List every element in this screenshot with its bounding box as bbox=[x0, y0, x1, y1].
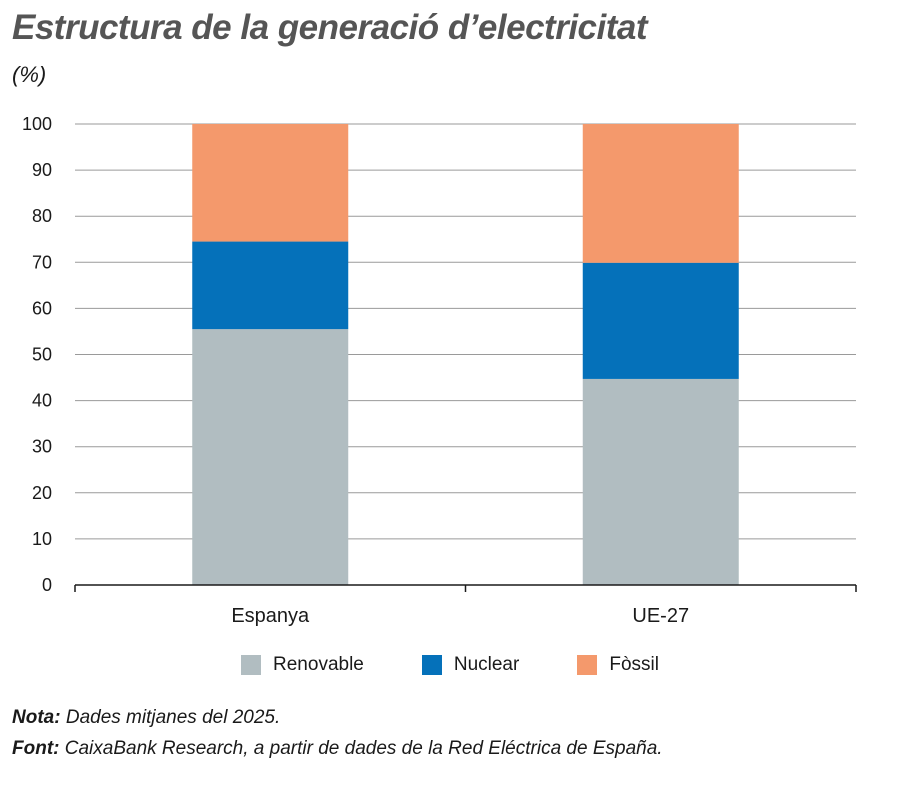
legend-item-renovable: Renovable bbox=[241, 654, 364, 676]
source-label: Font: bbox=[12, 738, 60, 759]
category-labels: Espanya UE-27 bbox=[231, 605, 689, 627]
stacked-bar-chart: 0 10 20 30 40 50 60 70 80 90 100 Espanya UE-27 bbox=[22, 114, 857, 627]
y-tick-label: 60 bbox=[32, 298, 52, 318]
legend-swatch-renovable bbox=[241, 655, 262, 675]
y-tick-label: 100 bbox=[22, 114, 52, 134]
note-line: Nota: Dades mitjanes del 2025. bbox=[12, 707, 280, 729]
bar-renovable-1 bbox=[582, 378, 739, 585]
bars bbox=[192, 124, 739, 585]
y-tick-label: 70 bbox=[32, 252, 52, 272]
bar-nuclear-0 bbox=[192, 241, 349, 330]
x-category-label: Espanya bbox=[231, 605, 310, 627]
source-line: Font: CaixaBank Research, a partir de da… bbox=[12, 738, 663, 760]
legend-swatch-nuclear bbox=[421, 655, 442, 675]
y-tick-label: 30 bbox=[32, 437, 52, 457]
legend-item-nuclear: Nuclear bbox=[421, 654, 520, 676]
x-category-label: UE-27 bbox=[632, 605, 689, 627]
legend-label-renovable: Renovable bbox=[273, 654, 364, 675]
note-label: Nota: bbox=[12, 707, 61, 728]
legend-label-nuclear: Nuclear bbox=[453, 654, 520, 675]
y-tick-label: 80 bbox=[32, 206, 52, 226]
y-tick-label: 10 bbox=[32, 529, 52, 549]
x-axis bbox=[74, 584, 857, 592]
bar-fssil-1 bbox=[582, 124, 739, 263]
unit-label: (%) bbox=[12, 62, 47, 87]
legend-label-fossil: Fòssil bbox=[609, 654, 659, 675]
y-tick-label: 90 bbox=[32, 160, 52, 180]
gridlines bbox=[75, 123, 856, 540]
note-text: Dades mitjanes del 2025. bbox=[60, 707, 281, 728]
y-tick-label: 0 bbox=[42, 575, 52, 595]
y-axis-ticks: 0 10 20 30 40 50 60 70 80 90 100 bbox=[22, 114, 52, 595]
bar-nuclear-1 bbox=[582, 262, 739, 379]
bar-renovable-0 bbox=[192, 329, 349, 585]
legend-swatch-fossil bbox=[577, 655, 598, 675]
y-tick-label: 20 bbox=[32, 483, 52, 503]
bar-fssil-0 bbox=[192, 124, 349, 242]
chart-title: Estructura de la generació d’electricita… bbox=[12, 8, 648, 47]
legend: Renovable Nuclear Fòssil bbox=[0, 654, 900, 676]
legend-item-fossil: Fòssil bbox=[577, 654, 659, 676]
source-text: CaixaBank Research, a partir de dades de… bbox=[59, 738, 663, 759]
y-tick-label: 40 bbox=[32, 391, 52, 411]
y-tick-label: 50 bbox=[32, 345, 52, 365]
